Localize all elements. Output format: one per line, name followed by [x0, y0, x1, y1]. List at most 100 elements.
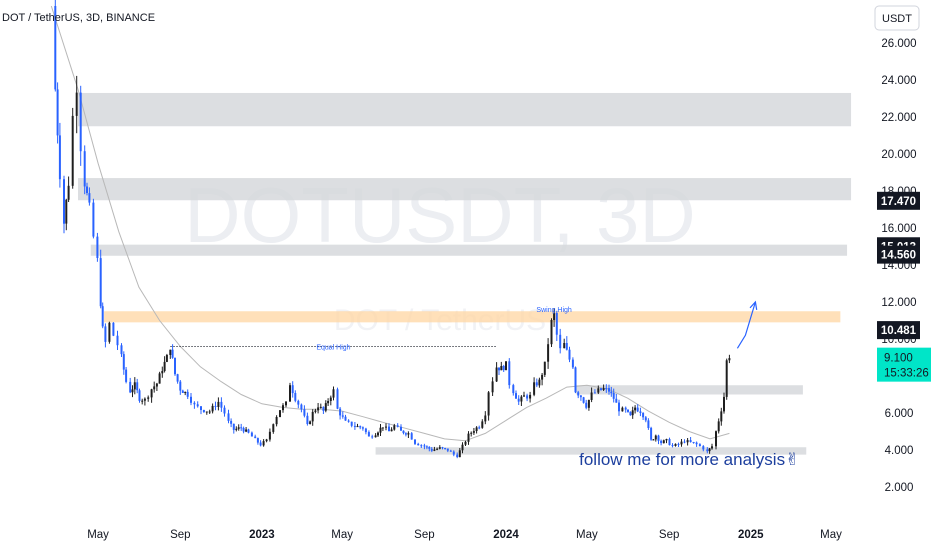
candle-body-60 [230, 420, 233, 424]
zone-1 [78, 92, 852, 127]
candle-body-195 [618, 402, 620, 412]
candle-body-62 [235, 428, 238, 430]
candle-body-128 [425, 446, 428, 448]
y-tick-11: 6.000 [885, 408, 914, 420]
candle-body-177 [568, 349, 571, 360]
candle-body-141 [461, 444, 464, 451]
x-tick-4: May [331, 529, 353, 541]
time-axis[interactable]: May Sep 2023 May Sep 2024 May Sep 2025 May [87, 529, 842, 541]
currency-button-label[interactable]: USDT [882, 13, 912, 25]
candle-body-168 [541, 374, 544, 380]
candle-body-27 [136, 382, 139, 391]
candle-body-190 [605, 388, 608, 390]
candle-body-197 [624, 407, 627, 410]
candle-body-107 [364, 428, 367, 433]
price-tag-4 [877, 321, 920, 340]
candle-body-204 [642, 413, 645, 418]
zone-3 [90, 244, 848, 256]
candle-body-2 [56, 89, 59, 136]
candle-body-58 [223, 407, 226, 414]
candle-body-178 [571, 359, 574, 368]
candle-body-113 [381, 427, 384, 429]
candle-body-202 [636, 407, 639, 412]
candle-body-209 [654, 435, 657, 440]
candle-body-184 [587, 400, 590, 408]
x-tick-10: May [820, 529, 842, 541]
candle-body-50 [200, 406, 202, 410]
candle-body-123 [410, 433, 413, 440]
candle-body-28 [138, 390, 141, 401]
candle-body-226 [706, 449, 709, 452]
candle-body-69 [254, 436, 257, 439]
candle-body-173 [555, 313, 558, 335]
candle-body-166 [535, 382, 538, 386]
candle-body-140 [458, 450, 461, 458]
x-tick-8: Sep [659, 529, 679, 541]
price-tag-label-4: 10.481 [881, 325, 917, 337]
candle-body-34 [155, 383, 158, 387]
candle-body-180 [577, 392, 580, 396]
y-tick-8: 12.000 [881, 297, 916, 309]
moving-average-line [50, 5, 730, 442]
candle-body-41 [174, 357, 176, 375]
candle-body-199 [629, 411, 632, 416]
candle-body-171 [550, 320, 553, 345]
candle-body-126 [420, 445, 423, 447]
candle-body-14 [96, 236, 99, 258]
x-tick-1: May [87, 529, 109, 541]
candle-body-63 [237, 427, 240, 429]
y-tick-12: 4.000 [885, 445, 914, 457]
projection-arrow-head [749, 300, 758, 310]
candle-body-81 [291, 385, 294, 394]
candle-body-110 [374, 435, 377, 438]
candle-body-42 [176, 374, 179, 382]
candle-body-111 [377, 432, 379, 436]
candle-body-152 [495, 367, 498, 382]
candle-body-142 [464, 441, 467, 445]
candle-body-9 [79, 92, 82, 152]
candle-body-210 [657, 435, 660, 441]
candle-body-135 [444, 448, 447, 449]
candle-body-32 [150, 389, 153, 398]
candle-body-3 [58, 135, 61, 180]
candle-body-194 [615, 398, 618, 403]
candle-body-230 [717, 421, 720, 432]
candle-body-68 [250, 432, 253, 437]
candle-body-232 [723, 396, 725, 412]
candle-body-76 [275, 417, 278, 425]
candle-body-55 [214, 405, 217, 407]
candle-body-94 [327, 401, 330, 404]
zone-2 [78, 178, 852, 201]
price-axis[interactable]: 26.00024.00022.00020.00018.00016.00014.0… [862, 0, 932, 550]
candle-body-106 [361, 427, 364, 429]
candle-body-44 [181, 390, 184, 393]
candle-body-36 [161, 371, 164, 374]
price-tag-3 [877, 245, 920, 264]
candle-body-215 [671, 445, 674, 447]
candle-body-227 [708, 448, 711, 452]
candle-body-87 [309, 421, 312, 424]
candle-body-22 [122, 354, 125, 370]
current-price-tag [877, 347, 931, 382]
candles [54, 0, 731, 459]
countdown-label: 15:33:26 [884, 368, 929, 380]
candle-body-181 [579, 395, 582, 398]
candle-body-82 [294, 393, 297, 401]
candle-body-85 [303, 409, 306, 416]
currency-button-frame[interactable] [874, 5, 920, 31]
candle-body-43 [179, 381, 182, 391]
currency-button[interactable]: USDT [874, 5, 920, 31]
candle-body-154 [500, 366, 503, 371]
candle-body-35 [158, 373, 161, 384]
candle-body-225 [702, 446, 705, 450]
candle-body-1 [54, 6, 57, 90]
candle-body-186 [593, 392, 596, 394]
candle-body-185 [590, 392, 593, 400]
candle-body-66 [245, 429, 248, 432]
candle-body-231 [720, 411, 723, 422]
candle-body-65 [242, 428, 245, 432]
candle-body-37 [163, 361, 166, 371]
candle-body-100 [344, 416, 347, 421]
candle-body-5 [65, 199, 68, 224]
